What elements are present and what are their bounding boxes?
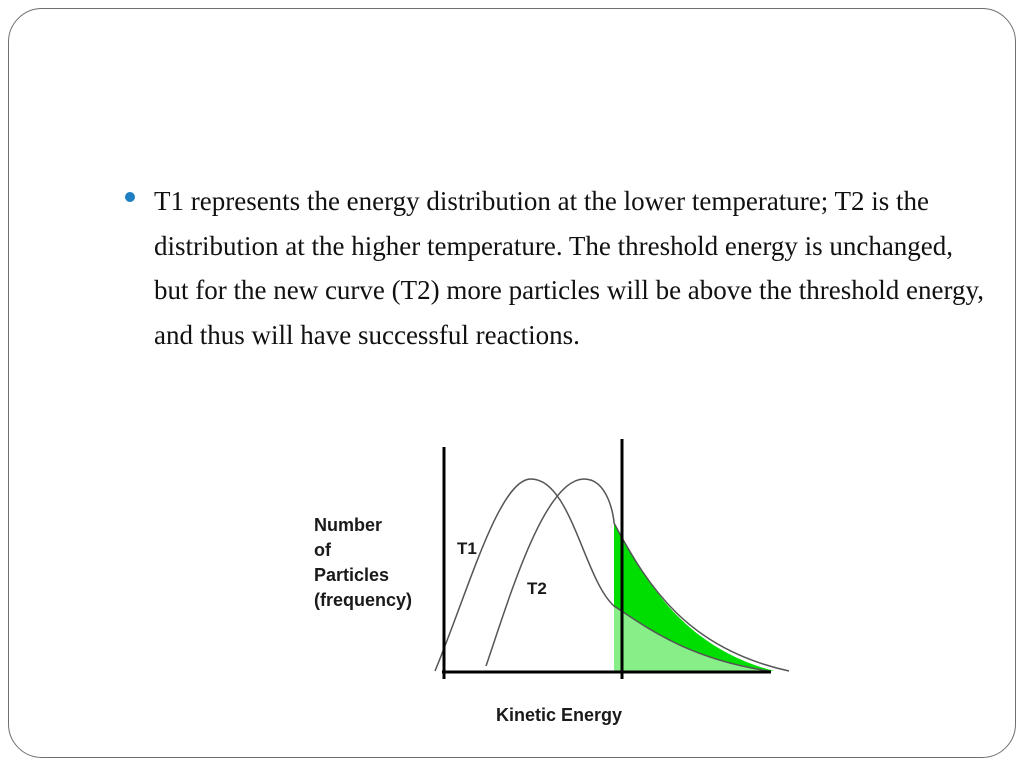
y-axis-label-line-4: (frequency): [314, 590, 412, 610]
bullet-dot-icon: [125, 192, 135, 202]
t2-shaded-area: [614, 523, 774, 671]
t1-label: T1: [457, 539, 477, 558]
slide: T1 represents the energy distribution at…: [8, 8, 1016, 758]
t2-label: T2: [527, 579, 547, 598]
energy-distribution-diagram: Number of Particles (frequency) T1 T2 Ki…: [314, 439, 790, 725]
y-axis-label-line-2: of: [314, 540, 332, 560]
t1-shaded-area: [614, 606, 769, 671]
curve-t2: [485, 478, 790, 672]
y-axis-label-line-1: Number: [314, 515, 382, 535]
bullet-text: T1 represents the energy distribution at…: [154, 186, 984, 350]
x-axis-label: Kinetic Energy: [496, 705, 622, 725]
y-axis-label-line-3: Particles: [314, 565, 389, 585]
curve-t1: [434, 478, 770, 672]
